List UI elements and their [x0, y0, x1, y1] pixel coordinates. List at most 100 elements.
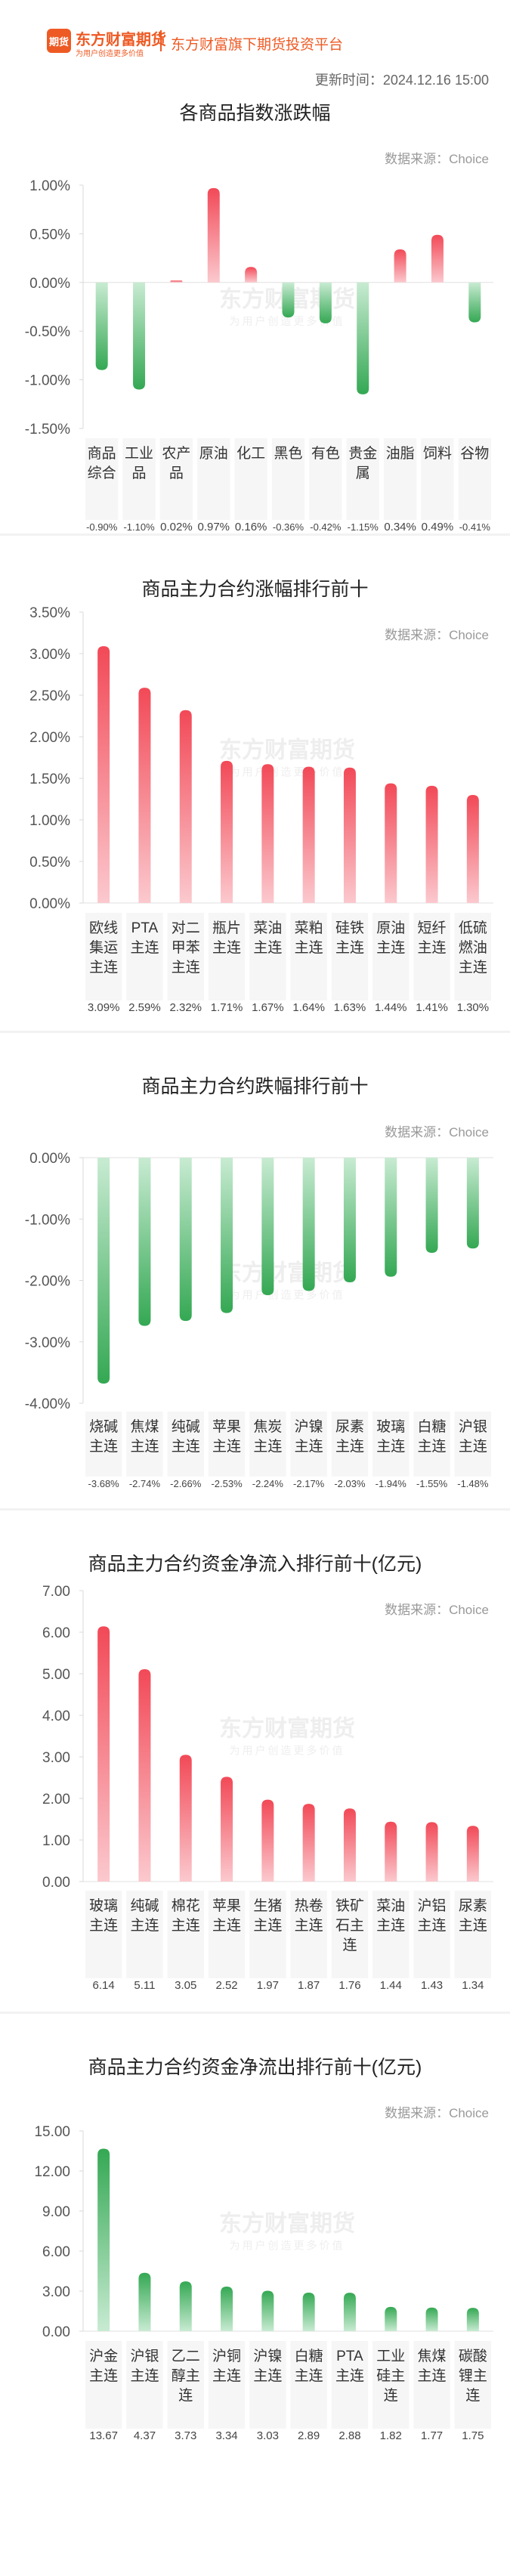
- category-label: 油脂: [386, 445, 415, 462]
- category-label: 对二: [172, 920, 200, 936]
- logo-divider: [160, 30, 162, 51]
- bar[interactable]: [302, 1158, 315, 1291]
- category-label: 主连: [212, 1438, 241, 1455]
- bar[interactable]: [138, 1668, 151, 1882]
- bar[interactable]: [357, 282, 369, 394]
- value-label: 1.71%: [211, 1001, 243, 1011]
- category-label: 主连: [418, 1438, 447, 1455]
- bar[interactable]: [179, 1158, 192, 1322]
- bar[interactable]: [343, 1808, 356, 1882]
- bar[interactable]: [97, 1626, 110, 1882]
- bar[interactable]: [425, 1158, 438, 1253]
- bar[interactable]: [425, 1822, 438, 1882]
- y-tick-label: 6.00: [42, 2244, 70, 2260]
- value-label: -0.36%: [273, 521, 304, 530]
- bar[interactable]: [221, 1777, 233, 1882]
- y-tick-label: 2.50%: [29, 688, 70, 704]
- value-label: 1.77: [421, 2429, 443, 2439]
- category-label: 主连: [130, 1438, 159, 1455]
- category-label: 化工: [236, 445, 265, 462]
- y-tick-label: -0.50%: [25, 324, 70, 340]
- bar[interactable]: [385, 1158, 397, 1277]
- bar[interactable]: [343, 1158, 356, 1282]
- bar[interactable]: [425, 2307, 438, 2331]
- bar[interactable]: [466, 795, 479, 903]
- value-label: 0.49%: [422, 521, 454, 530]
- bar[interactable]: [302, 766, 315, 903]
- bar[interactable]: [466, 2308, 479, 2331]
- category-cell: [85, 1891, 122, 1978]
- bar[interactable]: [170, 280, 183, 283]
- bar[interactable]: [207, 187, 220, 283]
- bar[interactable]: [261, 764, 274, 903]
- bar[interactable]: [385, 2306, 397, 2331]
- category-label: 主连: [212, 939, 241, 956]
- category-cell: [167, 2341, 204, 2429]
- y-tick-label: -3.00%: [25, 1335, 70, 1351]
- bar[interactable]: [319, 282, 332, 323]
- category-cell: [85, 438, 119, 520]
- bar[interactable]: [179, 2281, 192, 2331]
- bar[interactable]: [138, 688, 151, 903]
- bar[interactable]: [466, 1158, 479, 1249]
- watermark-slogan: 为用户创造更多价值: [230, 1745, 345, 1757]
- bar[interactable]: [179, 710, 192, 903]
- bar[interactable]: [385, 783, 397, 903]
- page-header: 期货 东方财富期货 为用户创造更多价值 东方财富旗下期货投资平台: [0, 0, 510, 76]
- category-cell: [413, 913, 450, 1000]
- category-label: 黑色: [274, 445, 302, 462]
- value-label: 1.75: [462, 2429, 484, 2439]
- category-label: 主连: [295, 1917, 323, 1934]
- y-tick-label: 1.00: [42, 1833, 70, 1849]
- value-label: 3.03: [257, 2429, 279, 2439]
- bar[interactable]: [95, 282, 108, 370]
- data-source-label: 数据来源：Choice: [385, 1125, 489, 1140]
- y-tick-label: 0.00: [42, 2324, 70, 2340]
- category-label: 沪镍: [253, 2348, 282, 2364]
- bar[interactable]: [221, 2286, 233, 2331]
- category-cell: [85, 1412, 122, 1477]
- data-source-label: 数据来源：Choice: [385, 1603, 489, 1617]
- bar[interactable]: [468, 282, 481, 323]
- bar[interactable]: [385, 1821, 397, 1882]
- bar[interactable]: [343, 767, 356, 903]
- category-label: 乙二: [172, 2349, 200, 2364]
- bar[interactable]: [221, 1158, 233, 1313]
- y-tick-label: 2.00: [42, 1792, 70, 1808]
- bar[interactable]: [138, 1158, 151, 1326]
- bar[interactable]: [97, 1158, 110, 1384]
- category-cell: [454, 1891, 491, 1978]
- bar[interactable]: [302, 1804, 315, 1882]
- category-label: 主连: [418, 939, 447, 956]
- category-label: 苹果: [212, 1897, 241, 1914]
- bar[interactable]: [431, 234, 444, 283]
- category-label: 主连: [212, 1917, 241, 1934]
- platform-name: 东方财富旗下期货投资平台: [171, 37, 344, 53]
- category-label: 菜粕: [295, 920, 323, 936]
- bar[interactable]: [466, 1826, 479, 1882]
- bar[interactable]: [97, 2148, 110, 2331]
- bar[interactable]: [179, 1755, 192, 1882]
- bar[interactable]: [133, 282, 146, 390]
- category-label: 短纤: [418, 920, 447, 936]
- bar[interactable]: [261, 1799, 274, 1882]
- category-label: 属: [356, 465, 370, 481]
- category-label: 沪银: [459, 1418, 487, 1435]
- bar[interactable]: [245, 267, 258, 283]
- bar[interactable]: [221, 760, 233, 903]
- bar[interactable]: [343, 2293, 356, 2331]
- category-label: 连: [178, 2387, 193, 2404]
- category-label: 有色: [311, 445, 340, 462]
- bar[interactable]: [394, 249, 406, 283]
- bar[interactable]: [261, 1158, 274, 1295]
- bar[interactable]: [97, 646, 110, 903]
- category-cell: [234, 438, 267, 520]
- bar[interactable]: [282, 282, 295, 318]
- value-label: 1.41%: [416, 1001, 448, 1011]
- bar[interactable]: [302, 2292, 315, 2331]
- bar[interactable]: [425, 785, 438, 903]
- category-label: 锂主: [459, 2367, 487, 2384]
- bar[interactable]: [261, 2290, 274, 2331]
- bar[interactable]: [138, 2272, 151, 2331]
- category-label: 主连: [459, 1917, 487, 1934]
